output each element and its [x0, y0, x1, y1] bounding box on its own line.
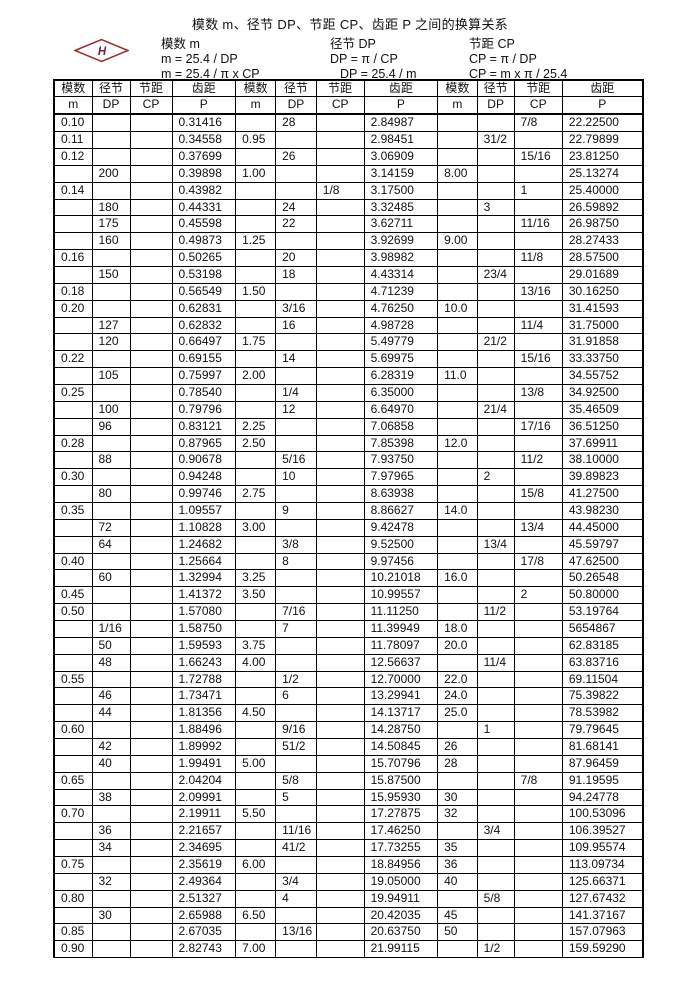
svg-text:H: H — [98, 46, 107, 58]
